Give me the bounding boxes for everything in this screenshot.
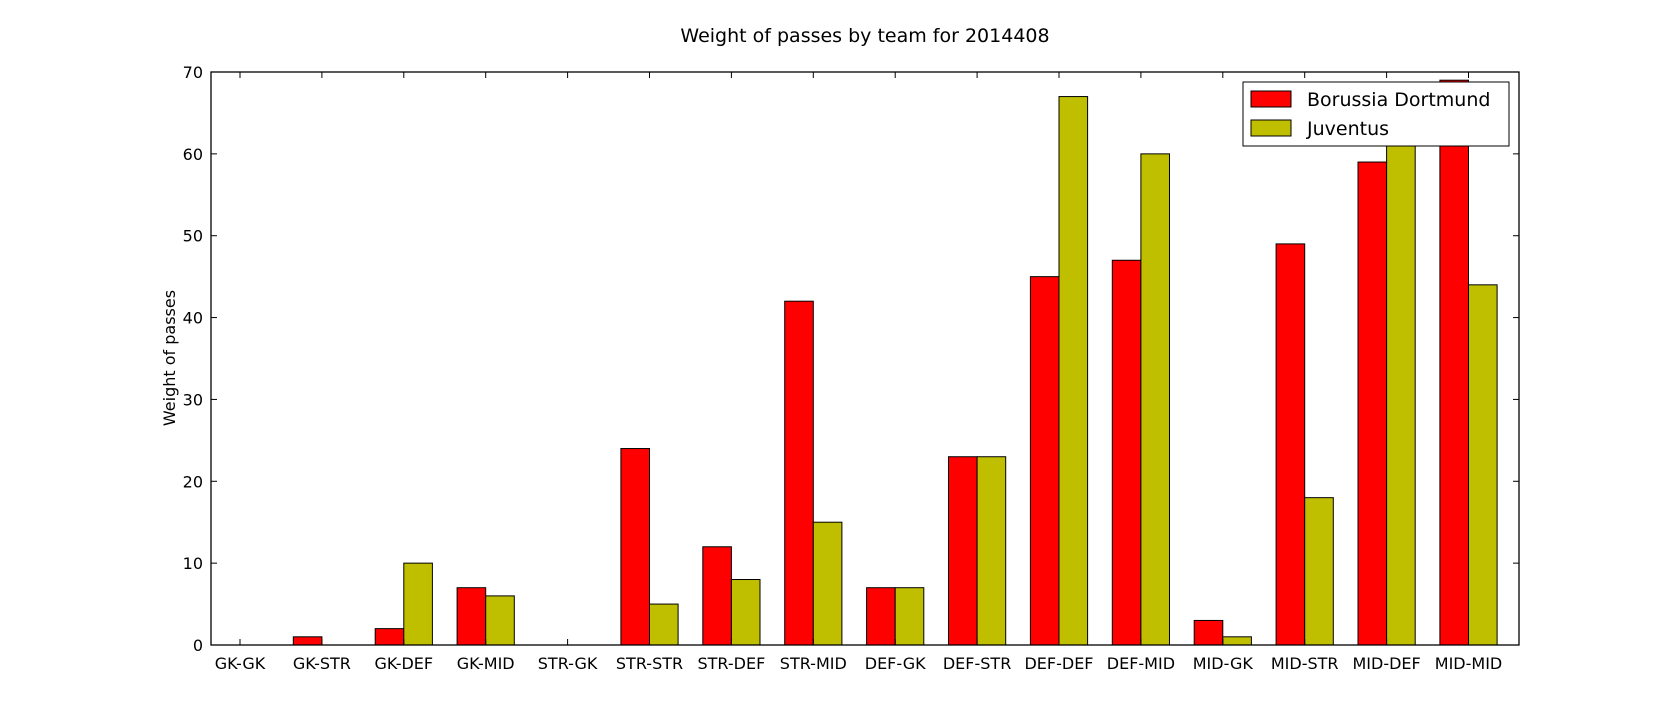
y-tick-label: 0 [193,636,203,655]
y-tick-label: 30 [183,390,203,409]
x-tick-label: MID-GK [1193,654,1254,673]
bar-series1-gk-str [292,636,323,646]
y-axis-label: Weight of passes [160,290,179,426]
x-tick-label: GK-DEF [374,654,433,673]
bar-series1-str-mid [784,300,814,646]
bar-series1-def-mid [1111,259,1142,646]
bar-series1-gk-mid [456,587,487,646]
y-tick-label: 40 [183,309,203,328]
chart-title: Weight of passes by team for 2014408 [680,25,1049,47]
x-tick-label: STR-DEF [697,654,765,673]
x-tick-label: MID-STR [1271,654,1339,673]
bar-series2-str-str [649,603,679,646]
bar-series1-mid-gk [1193,619,1224,646]
bar-series1-def-def [1029,276,1060,646]
bar-series2-gk-def [403,562,433,646]
bar-series2-def-def [1058,96,1089,646]
bar-series2-mid-str [1304,497,1334,646]
x-tick-label: DEF-GK [865,654,926,673]
y-tick-label: 70 [183,63,203,82]
bar-series1-mid-def [1357,161,1388,646]
legend-swatch [1250,90,1292,108]
legend-label: Borussia Dortmund [1307,89,1490,111]
x-tick-label: STR-GK [538,654,598,673]
bar-series2-str-def [730,579,761,646]
bar-series1-gk-def [374,628,405,646]
bar-series2-def-str [976,456,1007,646]
bar-series1-mid-mid [1439,79,1470,646]
plot-frame [210,71,1520,646]
x-tick-label: GK-STR [293,654,351,673]
y-tick-label: 20 [183,472,203,491]
x-tick-label: STR-STR [616,654,683,673]
bar-series1-mid-str [1275,243,1306,646]
x-tick-label: GK-MID [457,654,515,673]
x-tick-label: STR-MID [780,654,847,673]
bar-series2-def-gk [894,587,925,646]
bar-series2-str-mid [812,521,843,646]
y-tick-label: 50 [183,227,203,246]
bar-series1-str-str [620,448,651,646]
bar-series1-def-str [948,456,978,646]
x-tick-label: MID-DEF [1352,654,1420,673]
x-tick-label: DEF-DEF [1024,654,1093,673]
bar-series1-str-def [702,546,732,646]
bars-group [292,79,1498,646]
bar-series2-mid-def [1386,145,1416,646]
bar-series2-mid-mid [1468,284,1498,646]
bar-series2-def-mid [1140,153,1171,646]
x-tick-label: MID-MID [1435,654,1502,673]
ticks-group: GK-GK GK-STR GK-DEF GK-MID STR-GK STR-STR STR-… [183,63,1519,673]
bar-series2-mid-gk [1222,636,1252,646]
x-tick-label: DEF-STR [943,654,1011,673]
legend: Borussia Dortmund Juventus [1242,81,1510,147]
x-tick-label: GK-GK [215,654,266,673]
legend-label: Juventus [1306,118,1389,140]
bar-series2-gk-mid [485,595,515,646]
y-tick-label: 60 [183,145,203,164]
x-tick-label: DEF-MID [1107,654,1175,673]
y-tick-label: 10 [183,554,203,573]
legend-swatch [1250,119,1292,137]
bar-series1-def-gk [866,587,896,646]
